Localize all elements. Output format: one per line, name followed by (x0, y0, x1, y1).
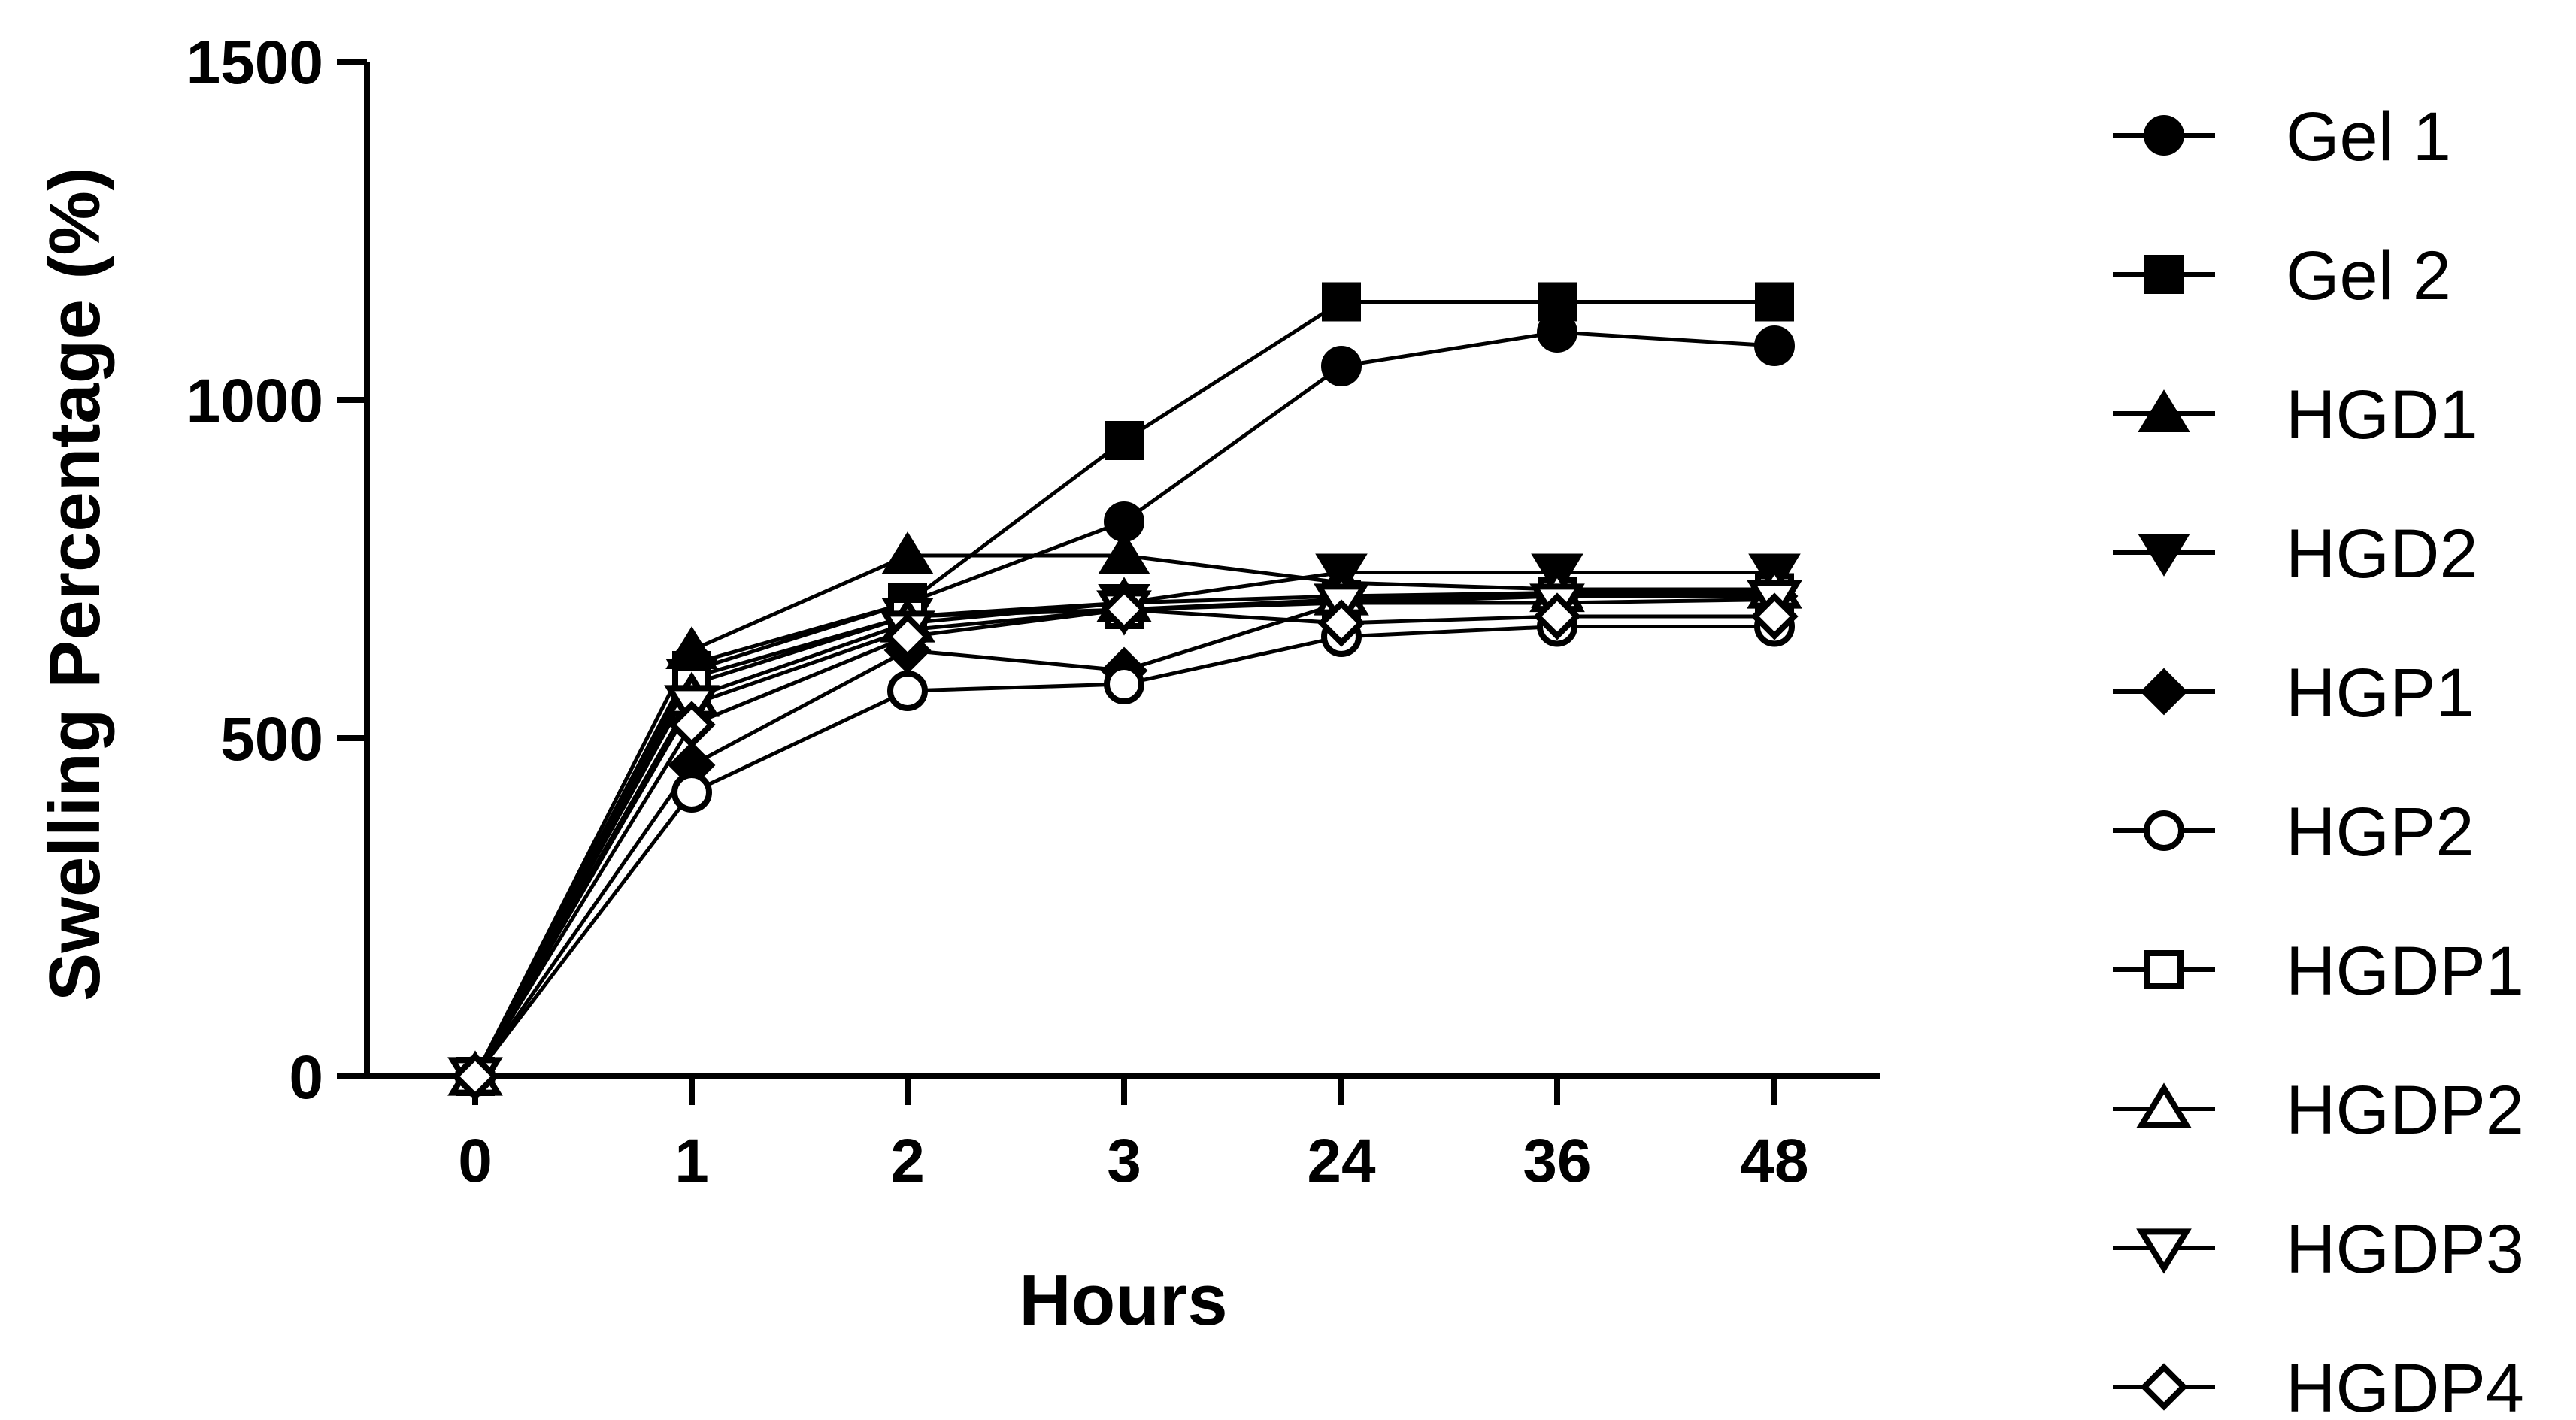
series-hgdp4 (451, 586, 1799, 1101)
data-point-hgdp4 (1100, 586, 1148, 634)
data-point-gel-2 (1322, 282, 1361, 322)
legend-marker-gel-1 (2144, 115, 2184, 156)
data-point-hgdp4 (668, 701, 716, 749)
y-tick-label: 1500 (186, 29, 323, 97)
legend-marker-hgdp2 (2136, 1082, 2192, 1128)
legend-label-hgdp4: HGDP4 (2286, 1350, 2524, 1416)
legend-label-hgdp2: HGDP2 (2286, 1072, 2524, 1149)
data-point-hgdp4 (883, 613, 932, 661)
data-point-gel-2 (1538, 282, 1577, 322)
legend-marker-hgdp4 (2140, 1363, 2188, 1411)
legend-marker-gel-2 (2144, 255, 2184, 294)
legend-entry-hgdp3: HGDP3 (2113, 1211, 2524, 1288)
data-point-hgdp4 (1750, 592, 1799, 640)
data-point-hgdp4 (1533, 592, 1581, 640)
legend-label-hgp2: HGP2 (2286, 794, 2474, 870)
legend: Gel 1 Gel 2 HGD1 HGD2 HGP1 HGP2 HGDP1 HGDP2 HGDP… (2113, 98, 2524, 1420)
legend-entry-hgp2: HGP2 (2113, 794, 2474, 870)
data-point-hgd1 (1098, 531, 1150, 574)
data-point-hgp2 (887, 671, 928, 711)
legend-label-hgd1: HGD1 (2286, 377, 2478, 453)
legend-label-hgd2: HGD2 (2286, 516, 2478, 592)
legend-entry-hgdp1: HGDP1 (2113, 933, 2524, 1010)
legend-label-hgdp1: HGDP1 (2286, 933, 2524, 1010)
data-point-hgp2 (671, 772, 712, 813)
data-point-hgdp4 (451, 1052, 499, 1101)
axes: 0 500 1000 1500 0 1 2 3 24 36 48 Hours Swelling Perc… (35, 29, 1880, 1340)
legend-entry-hgd2: HGD2 (2113, 516, 2478, 592)
data-point-gel-2 (1755, 282, 1794, 322)
x-axis-title: Hours (1019, 1260, 1227, 1340)
x-tick-label: 1 (674, 1127, 709, 1195)
legend-entry-gel-2: Gel 2 (2113, 238, 2451, 314)
legend-entry-hgdp4: HGDP4 (2113, 1350, 2524, 1420)
data-point-hgdp4 (1317, 599, 1365, 647)
legend-marker-hgp2 (2144, 810, 2184, 851)
data-point-hgd1 (881, 531, 934, 574)
x-tick-label: 24 (1307, 1127, 1376, 1195)
y-tick-label: 0 (289, 1043, 323, 1112)
data-point-gel-1 (1754, 325, 1795, 366)
series-lines (447, 282, 1802, 1103)
series-hgp2 (455, 606, 1795, 1097)
y-tick-label: 1000 (186, 367, 323, 435)
legend-entry-hgdp2: HGDP2 (2113, 1072, 2524, 1149)
series-hgd2 (449, 553, 1801, 1101)
legend-marker-hgd2 (2138, 534, 2190, 577)
legend-marker-hgdp3 (2136, 1228, 2192, 1274)
x-tick-label: 3 (1107, 1127, 1141, 1195)
legend-marker-hgd1 (2138, 389, 2190, 432)
x-tick-label: 36 (1523, 1127, 1591, 1195)
legend-entry-gel-1: Gel 1 (2113, 98, 2451, 175)
legend-label-gel-1: Gel 1 (2286, 98, 2451, 175)
data-point-gel-2 (1105, 421, 1144, 460)
legend-marker-hgp1 (2140, 668, 2188, 716)
legend-entry-hgd1: HGD1 (2113, 377, 2478, 453)
y-axis-title: Swelling Percentage (%) (35, 167, 115, 1001)
series-hgp1 (451, 572, 1799, 1101)
legend-marker-hgdp1 (2144, 950, 2184, 989)
legend-label-hgdp3: HGDP3 (2286, 1211, 2524, 1288)
legend-entry-hgp1: HGP1 (2113, 655, 2474, 731)
y-tick-label: 500 (220, 705, 323, 774)
data-point-gel-1 (1321, 346, 1362, 386)
data-point-hgp2 (1104, 664, 1144, 704)
x-tick-label: 0 (458, 1127, 492, 1195)
x-tick-label: 48 (1740, 1127, 1808, 1195)
legend-label-gel-2: Gel 2 (2286, 238, 2451, 314)
legend-label-hgp1: HGP1 (2286, 655, 2474, 731)
series-hgdp2 (447, 563, 1802, 1096)
x-tick-label: 2 (890, 1127, 925, 1195)
